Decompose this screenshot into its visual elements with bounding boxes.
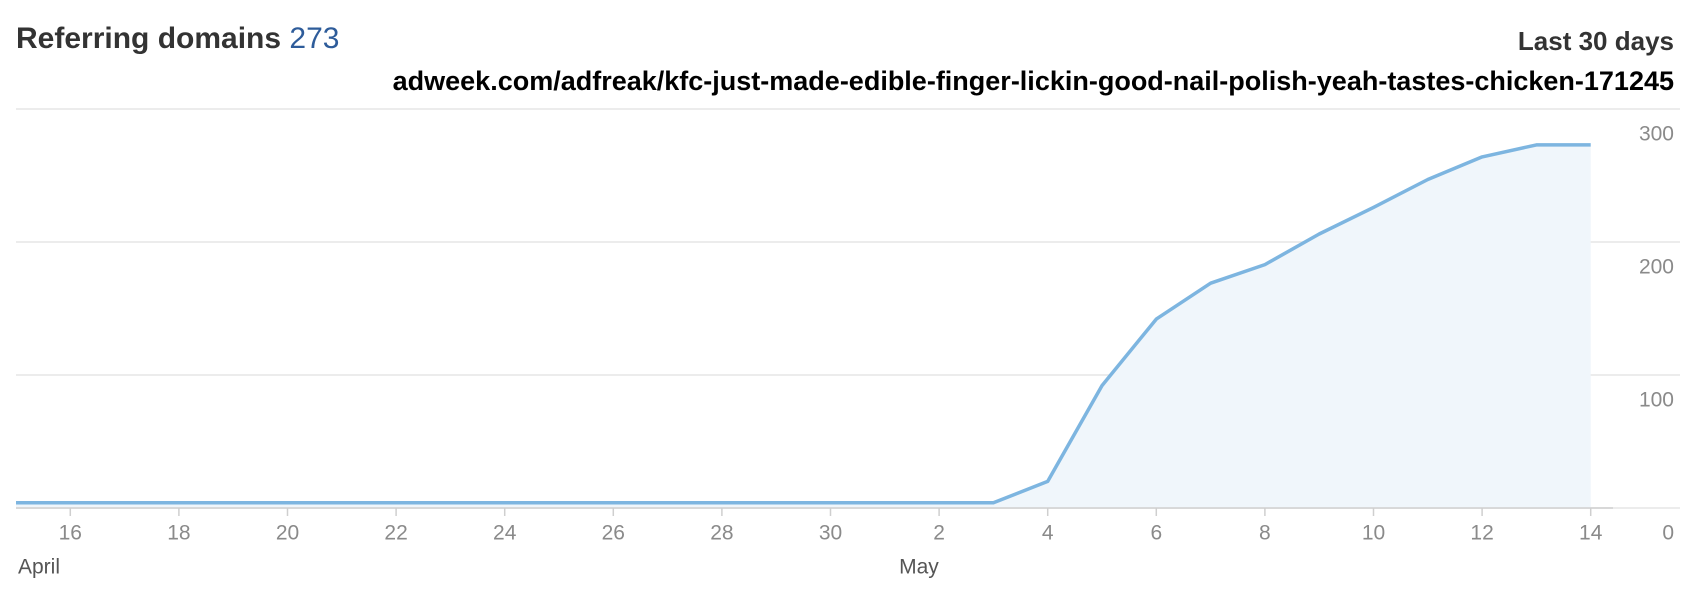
y-tick-label: 0 — [1662, 522, 1674, 545]
x-tick-label: 8 — [1259, 522, 1271, 545]
count: 273 — [289, 22, 339, 55]
y-tick-label: 100 — [1639, 389, 1674, 412]
x-tick-label: 14 — [1579, 522, 1603, 545]
x-tick-label: 2 — [933, 522, 945, 545]
x-tick-label: 10 — [1362, 522, 1385, 545]
y-tick-label: 300 — [1639, 123, 1674, 146]
month-label: May — [899, 556, 939, 579]
x-tick-label: 12 — [1470, 522, 1493, 545]
chart-title: Referring domains — [16, 22, 281, 55]
period: Last 30 days — [1518, 26, 1674, 56]
area — [16, 144, 1591, 508]
x-tick-label: 20 — [276, 522, 299, 545]
url: adweek.com/adfreak/kfc-just-made-edible-… — [393, 66, 1674, 96]
x-tick-label: 18 — [167, 522, 190, 545]
x-tick-label: 26 — [602, 522, 625, 545]
y-tick-label: 200 — [1639, 256, 1674, 279]
x-tick-label: 30 — [819, 522, 842, 545]
x-tick-label: 16 — [59, 522, 82, 545]
chart-header: Referring domains 273 — [16, 22, 339, 55]
x-tick-label: 4 — [1042, 522, 1054, 545]
x-tick-label: 22 — [384, 522, 407, 545]
x-tick-label: 28 — [710, 522, 733, 545]
month-label: April — [18, 556, 60, 579]
x-tick-label: 6 — [1150, 522, 1162, 545]
line — [16, 143, 1591, 505]
x-tick-label: 24 — [493, 522, 517, 545]
